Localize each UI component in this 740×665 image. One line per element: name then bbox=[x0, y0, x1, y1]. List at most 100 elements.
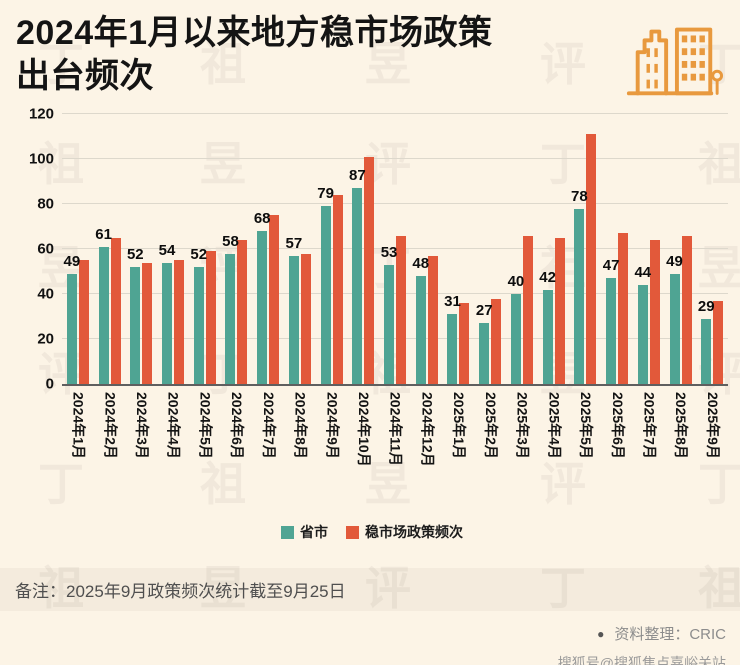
bar-policy-count bbox=[681, 235, 692, 384]
chart-title: 2024年1月以来地方稳市场政策 出台频次 bbox=[16, 12, 493, 97]
plot-area: 49 61 52 54 52 58 68 57 79 87 53 48 31 27 40 42 78 47 44 49… bbox=[29, 106, 728, 393]
bar-policy-count bbox=[78, 260, 89, 384]
bar-value-label: 78 bbox=[571, 187, 588, 205]
bar-group: 78 bbox=[570, 114, 602, 384]
bar-value-label: 68 bbox=[253, 210, 271, 227]
x-axis-label: 2024年4月 bbox=[157, 392, 189, 494]
x-axis-label: 2025年5月 bbox=[570, 392, 602, 494]
y-axis-tick-label: 60 bbox=[37, 240, 54, 258]
bar-group: 42 bbox=[538, 114, 570, 384]
bar-provinces bbox=[384, 264, 395, 384]
bar-group: 48 bbox=[411, 114, 443, 384]
grid-line bbox=[62, 338, 728, 339]
bar-value-label: 48 bbox=[412, 255, 430, 272]
x-axis-label-text: 2025年9月 bbox=[704, 392, 721, 459]
bar-value-label: 52 bbox=[126, 246, 144, 263]
x-axis-label: 2025年6月 bbox=[601, 392, 633, 494]
legend-swatch bbox=[281, 525, 294, 539]
bar-provinces bbox=[542, 289, 553, 384]
x-axis-label: 2024年3月 bbox=[125, 392, 157, 494]
x-axis-label-text: 2025年4月 bbox=[546, 392, 563, 459]
data-source: ● 资料整理：CRIC bbox=[14, 623, 726, 644]
bar-provinces bbox=[415, 276, 426, 384]
bar-provinces bbox=[637, 285, 648, 384]
bar-policy-count bbox=[237, 240, 248, 384]
bar-policy-count bbox=[427, 255, 438, 384]
bar-policy-count bbox=[586, 134, 597, 384]
y-axis-tick-label: 120 bbox=[28, 105, 54, 123]
bar-provinces bbox=[352, 188, 363, 384]
bar-provinces bbox=[701, 318, 712, 384]
y-axis-tick-label: 20 bbox=[37, 330, 54, 348]
x-axis-label-text: 2024年2月 bbox=[102, 392, 119, 459]
bar-group: 53 bbox=[379, 114, 411, 384]
source-text: 资料整理：CRIC bbox=[614, 626, 726, 643]
x-axis-label: 2025年1月 bbox=[443, 392, 475, 494]
bar-group: 87 bbox=[347, 114, 379, 384]
x-axis-label: 2024年10月 bbox=[347, 392, 379, 494]
bar-policy-count bbox=[491, 298, 502, 384]
bar-value-label: 57 bbox=[285, 234, 303, 252]
legend-item: 省市 bbox=[281, 522, 328, 542]
bar-group: 31 bbox=[443, 114, 475, 384]
bar-policy-count bbox=[396, 235, 407, 384]
y-axis-tick-label: 100 bbox=[28, 150, 54, 168]
legend-label: 省市 bbox=[300, 524, 328, 540]
bar-value-label: 87 bbox=[348, 167, 366, 185]
bar-chart: 49 61 52 54 52 58 68 57 79 87 53 48 31 27 40 42 78 47 44 49… bbox=[16, 106, 728, 542]
bar-provinces bbox=[288, 255, 299, 384]
x-axis-label: 2025年8月 bbox=[665, 392, 697, 494]
x-axis-label-text: 2024年3月 bbox=[133, 392, 150, 459]
bar-provinces bbox=[669, 273, 680, 384]
footnote: 备注：2025年9月政策频次统计截至9月25日 bbox=[0, 568, 740, 611]
legend-label: 稳市场政策频次 bbox=[365, 524, 463, 540]
x-axis-label-text: 2024年5月 bbox=[197, 392, 214, 459]
legend-swatch bbox=[346, 525, 359, 539]
bar-group: 29 bbox=[696, 114, 728, 384]
x-axis-label-text: 2025年5月 bbox=[578, 392, 595, 459]
bar-group: 47 bbox=[601, 114, 633, 384]
x-axis-label-text: 2025年6月 bbox=[609, 392, 626, 459]
y-axis-tick-label: 40 bbox=[37, 285, 54, 303]
bar-policy-count bbox=[205, 251, 216, 384]
grid-line bbox=[62, 293, 728, 294]
bar-group: 68 bbox=[252, 114, 284, 384]
bar-policy-count bbox=[364, 156, 375, 384]
bar-value-label: 53 bbox=[380, 243, 398, 261]
bar-policy-count bbox=[110, 237, 121, 384]
bar-value-label: 29 bbox=[697, 297, 715, 315]
bar-group: 54 bbox=[157, 114, 189, 384]
bars-layer: 49 61 52 54 52 58 68 57 79 87 53 48 31 27 40 42 78 47 44 49… bbox=[62, 114, 728, 384]
x-axis-label-text: 2025年1月 bbox=[451, 392, 468, 459]
bar-policy-count bbox=[174, 260, 185, 384]
footer: ● 资料整理：CRIC 搜狐号@搜狐焦点嘉峪关站 bbox=[0, 611, 740, 665]
bar-group: 40 bbox=[506, 114, 538, 384]
bar-provinces bbox=[479, 323, 490, 384]
x-axis-label: 2024年7月 bbox=[252, 392, 284, 494]
bar-provinces bbox=[193, 267, 204, 384]
grid-line bbox=[62, 113, 728, 114]
bar-provinces bbox=[66, 273, 77, 384]
header: 2024年1月以来地方稳市场政策 出台频次 bbox=[0, 0, 740, 106]
bar-policy-count bbox=[713, 300, 724, 384]
sohu-watermark: 搜狐号@搜狐焦点嘉峪关站 bbox=[557, 655, 726, 665]
bar-value-label: 79 bbox=[317, 185, 334, 203]
x-axis-label: 2024年5月 bbox=[189, 392, 221, 494]
bar-provinces bbox=[130, 267, 141, 384]
bar-group: 49 bbox=[665, 114, 697, 384]
bar-policy-count bbox=[269, 215, 280, 384]
bar-value-label: 61 bbox=[95, 225, 112, 243]
buildings-icon bbox=[626, 27, 724, 96]
bar-value-label: 52 bbox=[190, 246, 208, 263]
bar-group: 27 bbox=[474, 114, 506, 384]
bar-value-label: 49 bbox=[666, 252, 683, 270]
x-axis-label: 2024年2月 bbox=[94, 392, 126, 494]
x-axis-labels: 2024年1月 2024年2月 2024年3月 2024年4月 2024年5月 2024年… bbox=[62, 392, 728, 494]
x-axis-label: 2025年3月 bbox=[506, 392, 538, 494]
x-axis-label: 2025年4月 bbox=[538, 392, 570, 494]
bar-group: 79 bbox=[316, 114, 348, 384]
bullet-icon: ● bbox=[597, 627, 605, 641]
title-line-1: 2024年1月以来地方稳市场政策 bbox=[16, 14, 493, 52]
bar-provinces bbox=[98, 246, 109, 384]
